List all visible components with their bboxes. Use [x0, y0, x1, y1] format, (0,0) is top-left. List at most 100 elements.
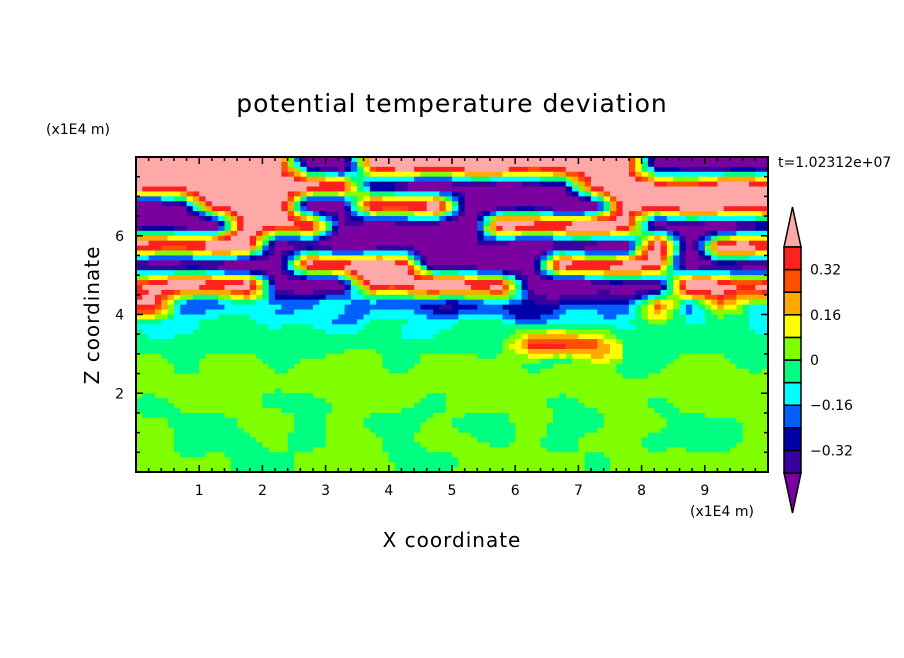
field-cell: [603, 284, 611, 291]
field-cell: [470, 309, 478, 316]
field-cell: [679, 176, 687, 183]
field-cell: [363, 378, 371, 384]
field-cell: [224, 176, 232, 183]
field-cell: [616, 304, 624, 311]
field-cell: [704, 388, 712, 394]
field-cell: [344, 161, 352, 168]
field-cell: [641, 186, 649, 193]
field-cell: [205, 235, 213, 242]
field-cell: [376, 363, 384, 370]
field-cell: [635, 225, 643, 232]
field-cell: [635, 250, 643, 257]
field-cell: [142, 191, 150, 197]
field-cell: [192, 157, 200, 163]
field-cell: [268, 363, 276, 370]
field-cell: [660, 275, 668, 281]
field-cell: [622, 270, 630, 276]
field-cell: [603, 211, 611, 217]
field-cell: [540, 166, 548, 173]
field-cell: [692, 196, 700, 202]
field-cell: [256, 191, 263, 197]
field-cell: [439, 299, 447, 306]
field-cell: [730, 378, 737, 384]
field-cell: [508, 250, 516, 257]
field-cell: [711, 191, 719, 197]
field-cell: [281, 220, 289, 227]
field-cell: [591, 176, 598, 183]
field-cell: [692, 368, 700, 375]
field-cell: [369, 339, 377, 345]
field-cell: [433, 339, 440, 345]
field-cell: [256, 260, 263, 266]
field-cell: [502, 299, 510, 306]
field-cell: [692, 324, 700, 330]
field-cell: [287, 255, 295, 261]
field-cell: [224, 250, 232, 257]
field-cell: [477, 304, 485, 311]
field-cell: [395, 176, 403, 183]
field-cell: [641, 309, 649, 316]
field-cell: [357, 171, 365, 178]
field-cell: [142, 358, 150, 365]
field-cell: [401, 220, 409, 227]
field-cell: [660, 181, 668, 188]
field-cell: [167, 166, 175, 173]
field-cell: [628, 206, 636, 212]
field-cell: [565, 201, 573, 207]
field-cell: [136, 196, 143, 202]
field-cell: [553, 294, 561, 301]
field-cell: [237, 176, 245, 183]
field-cell: [452, 161, 459, 168]
field-cell: [508, 186, 516, 193]
field-cell: [192, 373, 200, 380]
field-cell: [546, 289, 554, 296]
field-cell: [704, 166, 712, 173]
field-cell: [559, 299, 567, 306]
field-cell: [312, 388, 320, 394]
field-cell: [540, 255, 548, 261]
field-cell: [350, 339, 358, 345]
field-cell: [230, 220, 238, 227]
field-cell: [527, 324, 535, 330]
field-cell: [622, 245, 630, 252]
field-cell: [445, 378, 453, 384]
field-cell: [489, 319, 497, 325]
field-cell: [452, 265, 459, 271]
field-cell: [717, 181, 725, 188]
field-cell: [660, 363, 668, 370]
field-cell: [294, 157, 301, 163]
field-cell: [628, 388, 636, 394]
field-cell: [281, 368, 289, 375]
field-cell: [496, 299, 504, 306]
field-cell: [433, 334, 440, 340]
field-cell: [237, 314, 245, 321]
field-cell: [338, 157, 346, 163]
field-cell: [603, 230, 611, 237]
field-cell: [262, 161, 270, 168]
field-cell: [527, 294, 535, 301]
field-cell: [464, 294, 472, 301]
field-cell: [199, 339, 207, 345]
field-cell: [723, 284, 731, 291]
field-cell: [237, 319, 245, 325]
field-cell: [445, 201, 453, 207]
field-cell: [679, 235, 687, 242]
field-cell: [508, 211, 516, 217]
field-cell: [628, 304, 636, 311]
field-cell: [502, 368, 510, 375]
field-cell: [369, 230, 377, 237]
field-cell: [635, 240, 643, 247]
field-cell: [192, 358, 200, 365]
field-cell: [584, 235, 592, 242]
field-cell: [597, 157, 605, 163]
field-cell: [388, 319, 396, 325]
field-cell: [445, 176, 453, 183]
field-cell: [477, 220, 485, 227]
field-cell: [496, 250, 504, 257]
field-cell: [546, 191, 554, 197]
field-cell: [433, 358, 440, 365]
field-cell: [508, 324, 516, 330]
field-cell: [464, 383, 472, 389]
field-cell: [388, 275, 396, 281]
field-cell: [692, 309, 700, 316]
